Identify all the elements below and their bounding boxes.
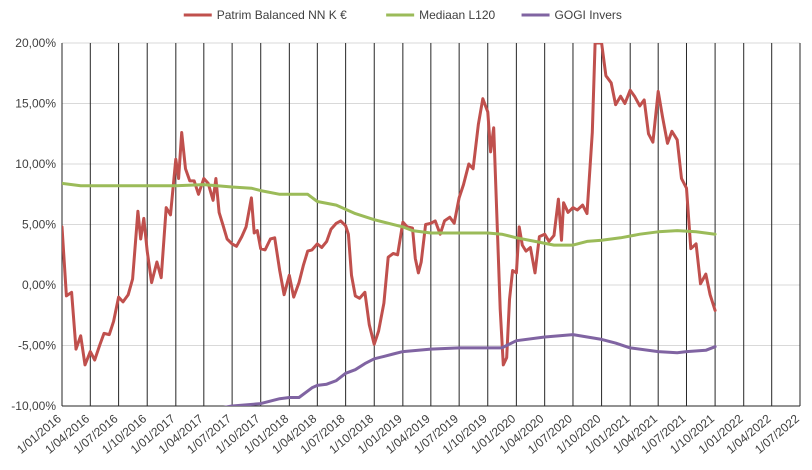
legend-label-patrim-balanced-nn-k: Patrim Balanced NN K €: [217, 8, 347, 22]
y-tick-label: 0,00%: [22, 278, 56, 292]
series-line-gogi-invers: [223, 333, 717, 406]
legend-label-mediaan-l120: Mediaan L120: [419, 8, 495, 22]
axes: [61, 43, 800, 407]
series-line-mediaan-l120: [62, 181, 717, 247]
legend: Patrim Balanced NN K € Mediaan L120 GOGI I…: [183, 8, 622, 22]
y-tick-label: -10,00%: [11, 399, 56, 413]
series-lines: [62, 43, 717, 406]
grid: [62, 42, 801, 407]
series-line-patrim-balanced-nn-k: [62, 43, 717, 367]
x-tick-labels: 1/01/20161/04/20161/07/20161/10/20161/01…: [14, 411, 802, 456]
legend-label-gogi-invers: GOGI Invers: [555, 8, 622, 22]
y-tick-label: 15,00%: [15, 97, 56, 111]
y-tick-label: -5,00%: [18, 339, 56, 353]
y-tick-labels: 20,00% 15,00% 10,00% 5,00% 0,00% -5,00% -10,00…: [11, 36, 56, 413]
y-tick-label: 5,00%: [22, 218, 56, 232]
y-tick-label: 20,00%: [15, 36, 56, 50]
y-tick-label: 10,00%: [15, 157, 56, 171]
